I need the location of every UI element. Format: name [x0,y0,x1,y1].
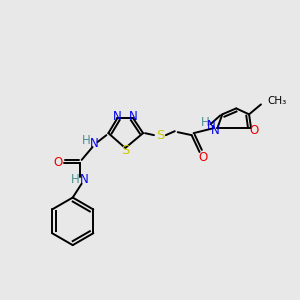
Text: H: H [71,173,80,186]
Text: O: O [249,124,259,137]
Text: H: H [82,134,91,147]
Text: N: N [113,110,122,123]
Text: N: N [129,110,137,123]
Text: H: H [201,116,210,129]
Text: CH₃: CH₃ [267,97,286,106]
Text: N: N [90,136,99,150]
Text: O: O [53,156,62,170]
Text: N: N [207,119,216,132]
Text: S: S [156,129,164,142]
Text: S: S [121,143,129,157]
Text: N: N [211,124,220,137]
Text: N: N [80,173,89,186]
Text: O: O [198,152,207,164]
